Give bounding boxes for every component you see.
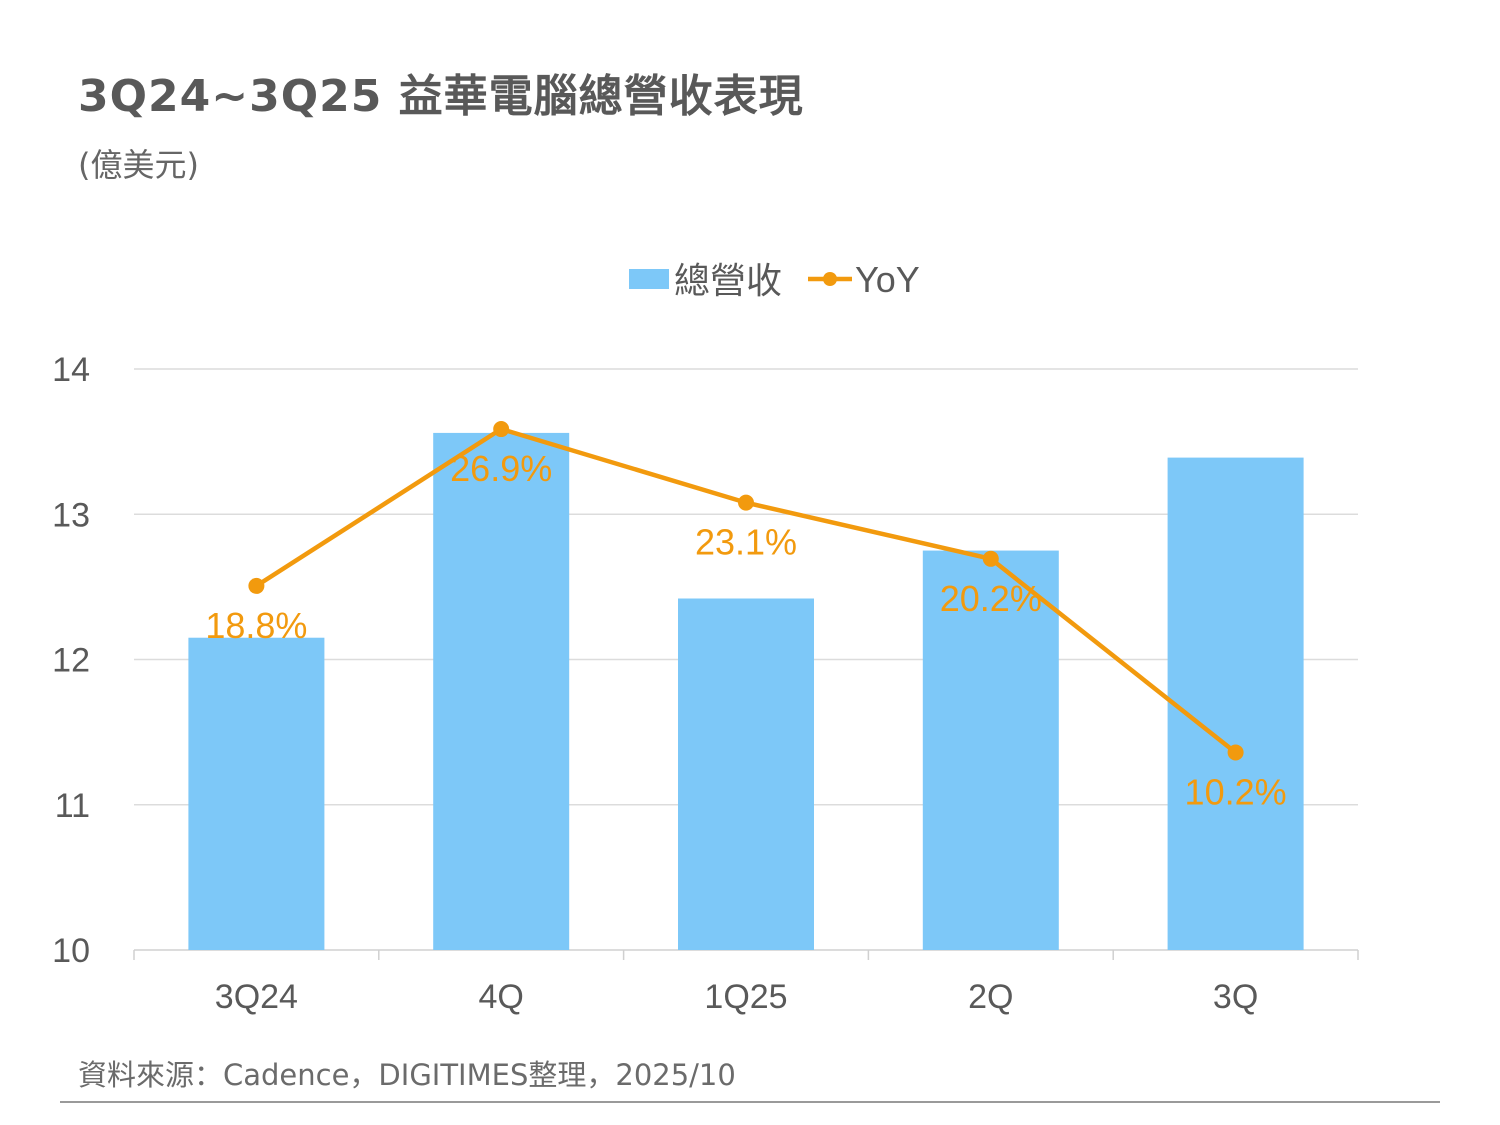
yoy-point [982,550,999,567]
bar-3Q [1167,457,1304,950]
yoy-data-label: 23.1% [695,522,797,563]
y-tick-label: 14 [52,351,90,389]
legend-label-revenue: 總營收 [674,261,782,302]
y-tick-label: 11 [55,787,90,825]
yoy-point [738,494,754,511]
bar-1Q25 [678,598,814,950]
bar-2Q [922,550,1059,950]
yoy-data-label: 10.2% [1185,771,1287,812]
chart-title: 3Q24~3Q25 益華電腦總營收表現 [78,71,804,122]
x-tick-label: 4Q [479,978,524,1016]
legend-bar-swatch [629,269,669,289]
x-tick-label: 3Q24 [215,978,298,1016]
y-tick-label: 10 [52,932,90,970]
yoy-data-label: 26.9% [450,448,552,489]
yoy-point [248,577,265,594]
source-note: 資料來源：Cadence，DIGITIMES整理，2025/10 [78,1058,736,1092]
legend-line-marker [823,272,837,286]
yoy-point [493,421,510,438]
yoy-data-label: 18.8% [205,605,307,646]
x-tick-label: 1Q25 [704,978,787,1016]
bar-3Q24 [188,637,325,950]
bar-4Q [433,432,570,950]
y-tick-label: 13 [52,496,90,534]
chart-unit-subtitle: (億美元) [78,146,199,184]
x-tick-label: 2Q [968,978,1013,1016]
x-tick-label: 3Q [1213,978,1258,1016]
bottom-divider [60,1101,1440,1103]
y-tick-label: 12 [52,642,90,680]
legend-label-yoy: YoY [855,259,920,300]
yoy-data-label: 20.2% [940,578,1042,619]
yoy-point [1227,744,1244,761]
